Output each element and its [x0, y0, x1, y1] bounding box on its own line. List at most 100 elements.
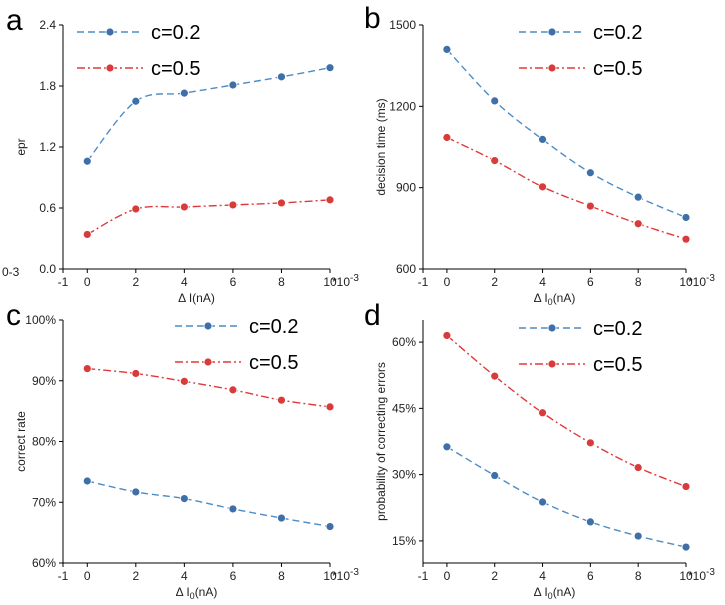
x-axis-label: Δ I0(nA) — [534, 585, 576, 601]
series-line-c05 — [86, 199, 331, 236]
data-point-c02 — [538, 135, 547, 144]
y-tick-label: 45% — [392, 401, 416, 415]
data-point-c05 — [633, 463, 643, 472]
data-point-c05 — [82, 364, 92, 374]
y-tick-label: 70% — [32, 495, 56, 509]
x-tick-label: 8 — [635, 275, 642, 289]
x-tick-label: 4 — [181, 275, 188, 289]
panel-c: c -1 0 2 4 6 8 10*10-3 60% 70% 80% 90% 100% correct r… — [6, 299, 359, 601]
x-tick-label: 0 — [84, 275, 91, 289]
series-line-c02 — [86, 67, 331, 162]
legend-marker — [203, 321, 213, 331]
data-point-c02 — [228, 80, 238, 90]
data-point-c05 — [179, 202, 189, 212]
x-axis-label: Δ I0(nA) — [176, 585, 218, 601]
data-point-c02 — [277, 513, 286, 523]
x-tick-label: 4 — [539, 569, 546, 583]
data-point-c05 — [490, 371, 500, 381]
y-tick-label: 90% — [32, 374, 56, 388]
legend-marker — [547, 323, 557, 333]
legend-label: c=0.2 — [249, 316, 298, 338]
x-multiplier-label: *10-3 — [332, 273, 359, 289]
data-point-c05 — [131, 204, 141, 214]
x-tick-label: 0 — [444, 569, 451, 583]
data-point-c05 — [325, 402, 335, 412]
panel-letter: a — [6, 4, 23, 37]
legend-label: c=0.2 — [593, 22, 642, 44]
data-point-c02 — [585, 168, 595, 178]
data-point-c02 — [633, 192, 643, 202]
data-point-c05 — [277, 198, 286, 208]
data-point-c02 — [681, 542, 691, 552]
series-line-c05 — [87, 367, 331, 408]
series-line-c02 — [446, 446, 687, 548]
legend-label: c=0.5 — [249, 352, 298, 374]
x-tick-label: 2 — [491, 569, 498, 583]
data-point-c05 — [325, 195, 335, 205]
x-tick-label: 2 — [132, 569, 139, 583]
data-point-c05 — [538, 408, 547, 418]
y-tick-label: 0.6 — [39, 201, 56, 215]
y-tick-label: 1200 — [389, 99, 416, 113]
legend-label: c=0.2 — [151, 22, 200, 44]
data-point-c05 — [490, 156, 500, 165]
x-tick-label: 8 — [278, 275, 285, 289]
panel-letter: c — [6, 299, 21, 332]
x-tick-label: 8 — [278, 569, 285, 583]
x-tick-label: 6 — [230, 275, 237, 289]
y-axis-label: decision time (ms) — [374, 98, 388, 195]
x-tick-label: 6 — [587, 569, 594, 583]
data-point-c02 — [131, 487, 141, 497]
data-point-c05 — [681, 234, 691, 244]
y-tick-label: 30% — [392, 468, 416, 482]
data-point-c02 — [585, 517, 595, 527]
data-point-c05 — [277, 395, 286, 405]
y-tick-label: 0.0 — [39, 262, 56, 276]
data-point-c05 — [633, 219, 643, 229]
series-line-c05 — [446, 136, 687, 240]
panel-a: a -1 0 2 4 6 8 10*10-3 0.0 0.6 1.2 1.8 2.4 0-3 epr Δ I(… — [2, 4, 359, 305]
legend-label: c=0.2 — [593, 318, 642, 340]
data-point-c05 — [228, 200, 238, 210]
data-point-c05 — [442, 133, 452, 142]
data-point-c02 — [179, 88, 189, 98]
y-axis-label: probability of correcting errors — [374, 362, 388, 521]
y-axis-label: correct rate — [14, 411, 28, 472]
y-tick-label: 1500 — [389, 18, 416, 32]
x-multiplier-label: *10-3 — [688, 273, 715, 289]
legend-marker — [547, 359, 557, 369]
x-tick-label: 8 — [635, 569, 642, 583]
data-point-c02 — [277, 72, 286, 82]
x-multiplier-label: *10-3 — [688, 567, 715, 583]
y-tick-label: 100% — [25, 313, 56, 327]
data-point-c05 — [585, 438, 595, 448]
legend-marker — [203, 357, 213, 367]
data-point-c02 — [681, 213, 691, 222]
data-point-c05 — [442, 331, 452, 340]
legend-label: c=0.5 — [593, 58, 642, 80]
x-tick-label: 10 — [679, 275, 693, 289]
data-point-c05 — [538, 182, 547, 192]
y-tick-label: 1.2 — [39, 140, 56, 154]
data-point-c02 — [633, 531, 643, 541]
data-point-c05 — [131, 369, 141, 378]
series-line-c02 — [87, 480, 331, 528]
x-tick-label: 4 — [539, 275, 546, 289]
data-point-c02 — [228, 504, 238, 514]
x-tick-label: 6 — [587, 275, 594, 289]
x-tick-label: 0 — [444, 275, 451, 289]
y-tick-label: 60% — [32, 556, 56, 570]
x-axis-label: Δ I(nA) — [178, 291, 215, 305]
x-tick-label: 4 — [181, 569, 188, 583]
data-point-c02 — [325, 63, 335, 73]
data-point-c02 — [325, 522, 335, 531]
data-point-c05 — [179, 376, 189, 386]
x-tick-label: 6 — [230, 569, 237, 583]
legend-label: c=0.5 — [593, 354, 642, 376]
x-tick-label: -1 — [418, 569, 429, 583]
panel-b: b -1 0 2 4 6 8 10*10-3 600 900 1200 1500 decision ti… — [364, 2, 715, 307]
data-point-c05 — [228, 385, 238, 395]
data-point-c02 — [490, 471, 500, 480]
x-tick-label: 10 — [323, 275, 337, 289]
